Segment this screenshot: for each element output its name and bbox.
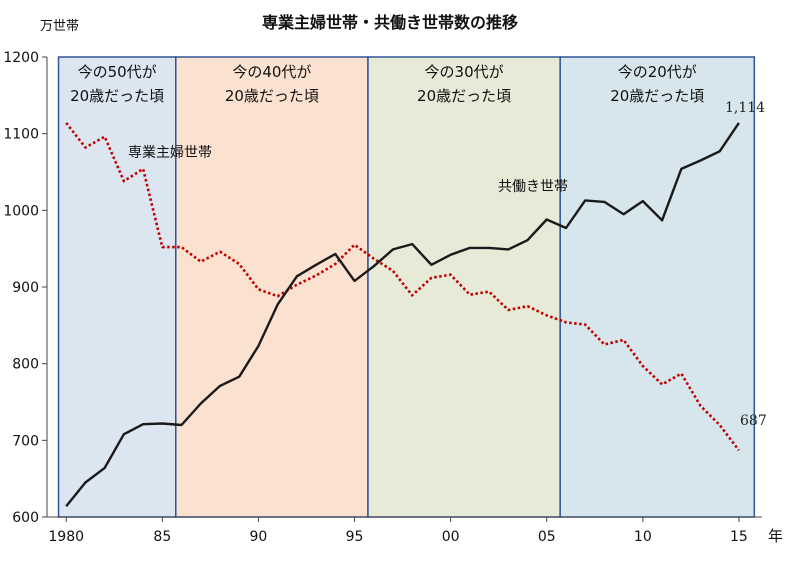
era-label-line2: 20歳だった頃 bbox=[417, 87, 511, 105]
y-tick-label: 700 bbox=[12, 433, 39, 449]
end-value-label: 1,114 bbox=[725, 100, 765, 116]
y-tick-label: 900 bbox=[12, 280, 39, 296]
era-label-line2: 20歳だった頃 bbox=[70, 87, 164, 105]
era-label-line1: 今の20代が bbox=[618, 63, 697, 81]
chart-title: 専業主婦世帯・共働き世帯数の推移 bbox=[262, 13, 518, 32]
era-bands: 今の50代が20歳だった頃今の40代が20歳だった頃今の30代が20歳だった頃今… bbox=[57, 56, 756, 518]
era-label-line1: 今の40代が bbox=[232, 63, 311, 81]
series-label: 共働き世帯 bbox=[498, 179, 568, 195]
series-lines bbox=[65, 122, 740, 508]
y-tick-label: 1100 bbox=[3, 127, 39, 143]
x-tick-label: 90 bbox=[250, 529, 268, 545]
x-tick-label: 15 bbox=[730, 529, 748, 545]
era-band bbox=[559, 56, 756, 518]
y-axis-unit: 万世帯 bbox=[40, 19, 79, 34]
series-line-0 bbox=[65, 122, 740, 452]
era-label-line1: 今の30代が bbox=[425, 63, 504, 81]
era-band bbox=[175, 56, 369, 518]
era-label-line2: 20歳だった頃 bbox=[225, 87, 319, 105]
x-tick-label: 85 bbox=[153, 529, 171, 545]
x-tick-label: 05 bbox=[538, 529, 556, 545]
era-label-line2: 20歳だった頃 bbox=[610, 87, 704, 105]
x-tick-label: 1980 bbox=[48, 529, 84, 545]
end-value-label: 687 bbox=[740, 413, 767, 429]
x-tick-label: 00 bbox=[442, 529, 460, 545]
x-tick-label: 95 bbox=[346, 529, 364, 545]
x-tick-label: 10 bbox=[634, 529, 652, 545]
y-tick-label: 600 bbox=[12, 510, 39, 526]
series-line-1 bbox=[65, 122, 740, 508]
series-label: 専業主婦世帯 bbox=[128, 144, 212, 161]
era-band bbox=[367, 56, 561, 518]
y-tick-label: 1200 bbox=[3, 50, 39, 66]
x-axis-unit: 年 bbox=[768, 527, 783, 545]
era-band bbox=[57, 56, 177, 518]
y-tick-label: 1000 bbox=[3, 203, 39, 219]
y-tick-label: 800 bbox=[12, 357, 39, 373]
era-label-line1: 今の50代が bbox=[78, 63, 157, 81]
axes: 600 700 800 900 1000 1100 1200 1980 85 90 95 00 05 10… bbox=[3, 50, 762, 545]
